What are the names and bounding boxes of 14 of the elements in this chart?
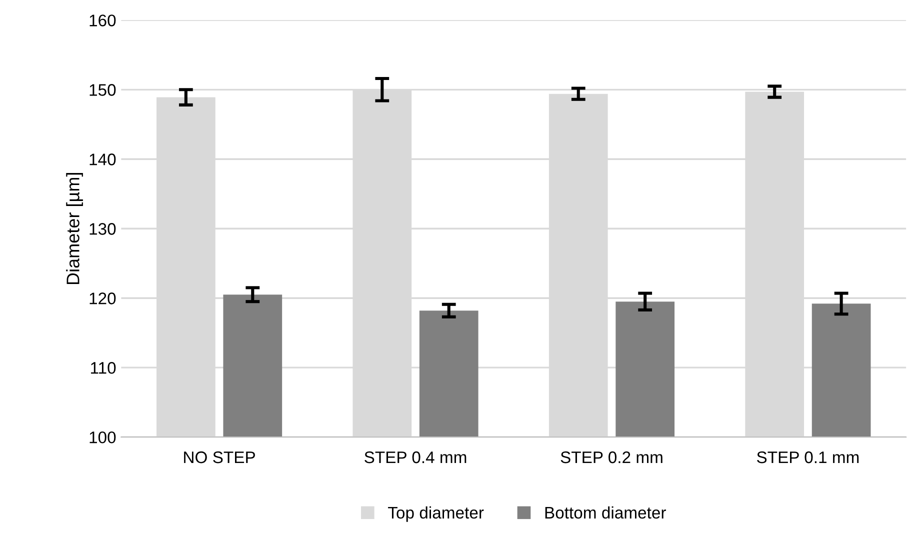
- legend-label: Top diameter: [388, 506, 484, 522]
- x-tick-label: STEP 0.1 mm: [756, 451, 859, 464]
- x-tick-label: STEP 0.2 mm: [560, 451, 662, 464]
- legend-label: Bottom diameter: [545, 506, 666, 519]
- x-tick-label: STEP 0.4 mm: [364, 451, 466, 464]
- y-tick-label: 160: [90, 14, 116, 26]
- y-tick-label: 100: [90, 431, 116, 444]
- y-axis-title: Diameter [µm]: [66, 173, 83, 284]
- y-tick-label: 110: [91, 362, 116, 374]
- y-tick-label: 150: [90, 84, 116, 96]
- y-tick-label: 120: [90, 292, 116, 304]
- x-tick-label: NO STEP: [184, 451, 255, 464]
- y-tick-label: 130: [90, 223, 116, 235]
- y-tick-label: 140: [90, 154, 116, 166]
